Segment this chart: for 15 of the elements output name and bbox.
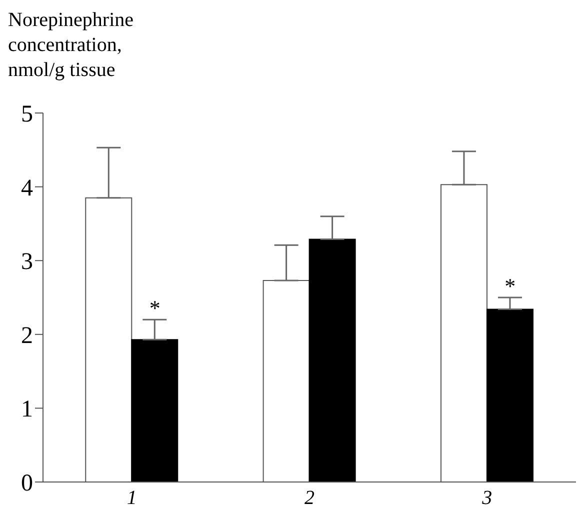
bar [308,238,356,482]
y-axis-title: Norepinephrine concentration, nmol/g tissue [8,8,135,83]
y-tick-label: 5 [21,102,33,128]
y-tick-label: 2 [21,322,33,349]
bar [131,339,178,482]
x-tick-label: 3 [481,487,492,510]
y-tick-label: 0 [21,470,33,497]
x-tick-label: 1 [126,487,137,510]
x-tick-label: 2 [304,487,314,510]
annotation: * [504,274,516,298]
y-tick-label: 1 [21,396,33,423]
annotation: * [149,296,160,321]
bar [486,308,534,482]
y-tick-label: 4 [21,175,33,202]
y-tick-label: 3 [21,249,33,276]
